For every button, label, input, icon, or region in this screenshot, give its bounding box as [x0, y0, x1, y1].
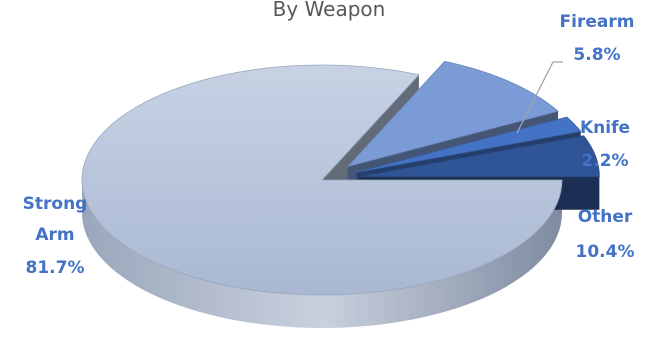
slice-label-other: Other [578, 207, 633, 227]
slice-label-strong-arm-line2: Arm [35, 225, 74, 245]
slice-value-knife: 2.2% [581, 151, 628, 171]
slice-label-firearm: Firearm [560, 12, 635, 32]
slice-label-strong-arm-line1: Strong [23, 194, 88, 214]
pie-slice-2 [346, 60, 559, 168]
slice-label-knife: Knife [580, 118, 630, 138]
slice-value-other: 10.4% [576, 242, 635, 262]
slice-value-strong-arm: 81.7% [26, 258, 85, 278]
pie-slices [81, 60, 600, 328]
chart-title: By Weapon [273, 0, 386, 21]
slice-value-firearm: 5.8% [573, 45, 620, 65]
firearm-leader-line [516, 61, 563, 134]
slice-side-3 [82, 180, 562, 328]
pie-slice-3 [81, 64, 563, 296]
pie-slice-0 [359, 135, 600, 178]
pie-slice-1 [356, 116, 582, 173]
